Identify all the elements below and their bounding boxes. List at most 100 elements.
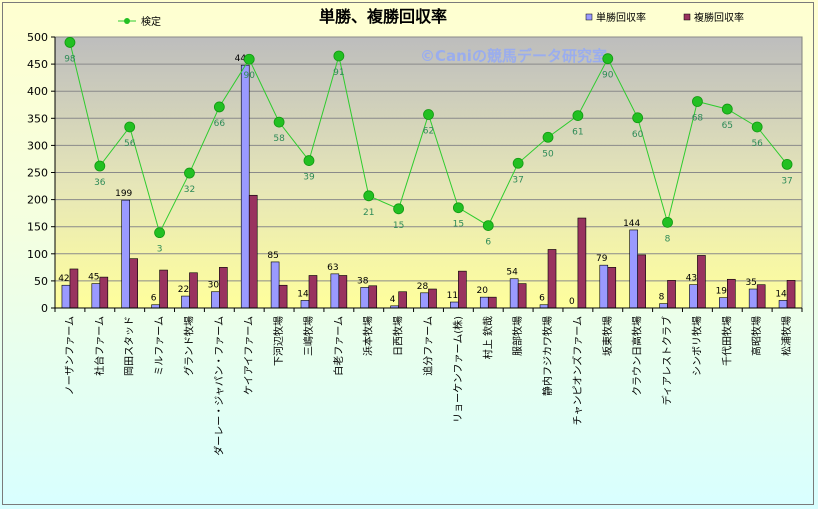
line-data-label: 39	[303, 173, 315, 183]
bar-data-label: 79	[596, 254, 608, 264]
bar-data-label: 43	[686, 274, 697, 284]
line-point	[602, 53, 614, 65]
y-tick-label: 300	[27, 139, 48, 152]
line-data-label: 90	[602, 71, 614, 81]
line-data-label: 65	[722, 121, 733, 131]
bar-data-label: 448	[235, 54, 252, 64]
legend: 検定 単勝回収率 複勝回収率	[118, 11, 744, 28]
x-tick-label: リョーケンファーム(株)	[451, 316, 464, 423]
bar-tansho	[479, 296, 489, 309]
line-data-label: 56	[751, 139, 763, 149]
line-point	[213, 101, 225, 113]
bar-data-label: 0	[569, 297, 575, 307]
legend-label-tansho: 単勝回収率	[596, 11, 646, 24]
y-tick-label: 100	[27, 248, 48, 261]
line-data-label: 90	[243, 71, 255, 81]
x-tick-label: 村上 欽哉	[481, 316, 494, 359]
x-tick-label: 白老ファーム	[332, 316, 345, 376]
bar-data-label: 38	[357, 276, 369, 286]
bar-data-label: 144	[623, 219, 640, 229]
line-point	[94, 160, 106, 172]
x-tick-label: ケイアイファーム	[243, 316, 255, 395]
x-tick-label: 坂東牧場	[601, 316, 614, 356]
x-tick-label: 日西牧場	[392, 316, 405, 356]
legend-bar-swatch	[585, 13, 593, 21]
line-point	[512, 157, 524, 169]
bar-fukusho	[786, 280, 796, 309]
bar-fukusho	[428, 288, 437, 309]
y-tick-label: 500	[27, 31, 48, 44]
line-data-label: 91	[333, 68, 344, 78]
line-point	[393, 203, 405, 215]
y-tick-label: 250	[27, 167, 48, 180]
gridlines	[55, 36, 802, 282]
x-tick-label: グランド牧場	[182, 316, 195, 376]
bar-fukusho	[697, 255, 706, 309]
bar-fukusho	[726, 278, 736, 309]
bar-fukusho	[278, 284, 288, 309]
bar-fukusho	[577, 217, 587, 309]
bar-tansho	[270, 261, 280, 309]
line-data-label: 15	[393, 221, 404, 231]
x-tick-label: ノーザンファーム	[64, 316, 76, 395]
line-point	[243, 53, 255, 65]
bar-tansho	[778, 300, 788, 309]
line-point	[542, 131, 554, 143]
line-data-label: 60	[632, 130, 644, 140]
line-data-label: 37	[512, 175, 523, 185]
y-tick-label: 200	[27, 194, 48, 207]
bar-tansho	[91, 283, 101, 309]
x-tick-label: クラウン日高牧場	[631, 316, 644, 396]
bar-tansho	[599, 264, 609, 309]
line-point	[273, 116, 285, 128]
bar-fukusho	[129, 258, 138, 309]
y-tick-label: 400	[27, 85, 48, 98]
bar-data-label: 14	[775, 289, 787, 299]
line-point	[482, 220, 494, 232]
bar-data-label: 54	[506, 268, 518, 278]
bar-data-label: 20	[477, 286, 489, 296]
bar-fukusho	[637, 254, 646, 309]
line-data-label: 32	[184, 185, 195, 195]
x-tick-label: 社台ファーム	[93, 316, 106, 376]
x-tick-label: 三嶋牧場	[302, 316, 315, 356]
bar-tansho	[509, 278, 519, 309]
line-data-label: 58	[273, 134, 285, 144]
x-tick-label: チャンピオンズファーム	[571, 316, 584, 425]
line-point	[64, 37, 76, 48]
bar-tansho	[748, 288, 758, 309]
x-tick-label: ダーレー・ジャパン・ファーム	[212, 316, 225, 456]
line-point	[662, 216, 673, 228]
line-point	[184, 167, 195, 179]
y-tick-label: 450	[27, 58, 48, 71]
bar-data-label: 42	[58, 274, 69, 284]
bar-data-label: 63	[327, 263, 338, 273]
bar-data-label: 199	[115, 189, 132, 199]
bar-data-label: 19	[716, 287, 728, 297]
bar-data-label: 85	[267, 251, 278, 261]
x-tick-label: 岡田スタッド	[124, 316, 136, 376]
bar-tansho	[420, 292, 429, 309]
bar-tansho	[450, 301, 459, 309]
line-point	[333, 50, 345, 62]
line-data-label: 61	[572, 128, 583, 138]
line-data-label: 62	[423, 127, 434, 137]
bar-fukusho	[69, 268, 79, 309]
bar-data-label: 4	[390, 295, 396, 305]
line-point	[154, 227, 165, 239]
bar-tansho	[181, 295, 190, 309]
bar-tansho	[240, 64, 250, 309]
x-tick-label: ディアレストクラブ	[661, 316, 674, 405]
line-data-label: 66	[214, 119, 226, 129]
bar-data-label: 8	[659, 293, 665, 303]
bar-fukusho	[189, 272, 198, 309]
bar-tansho	[718, 297, 728, 309]
y-tick-label: 50	[34, 275, 48, 288]
line-data-label: 6	[485, 238, 491, 248]
line-point	[751, 121, 763, 133]
y-tick-label: 150	[27, 221, 48, 234]
x-tick-label: 千代田牧場	[720, 316, 733, 366]
line-point	[692, 96, 703, 107]
